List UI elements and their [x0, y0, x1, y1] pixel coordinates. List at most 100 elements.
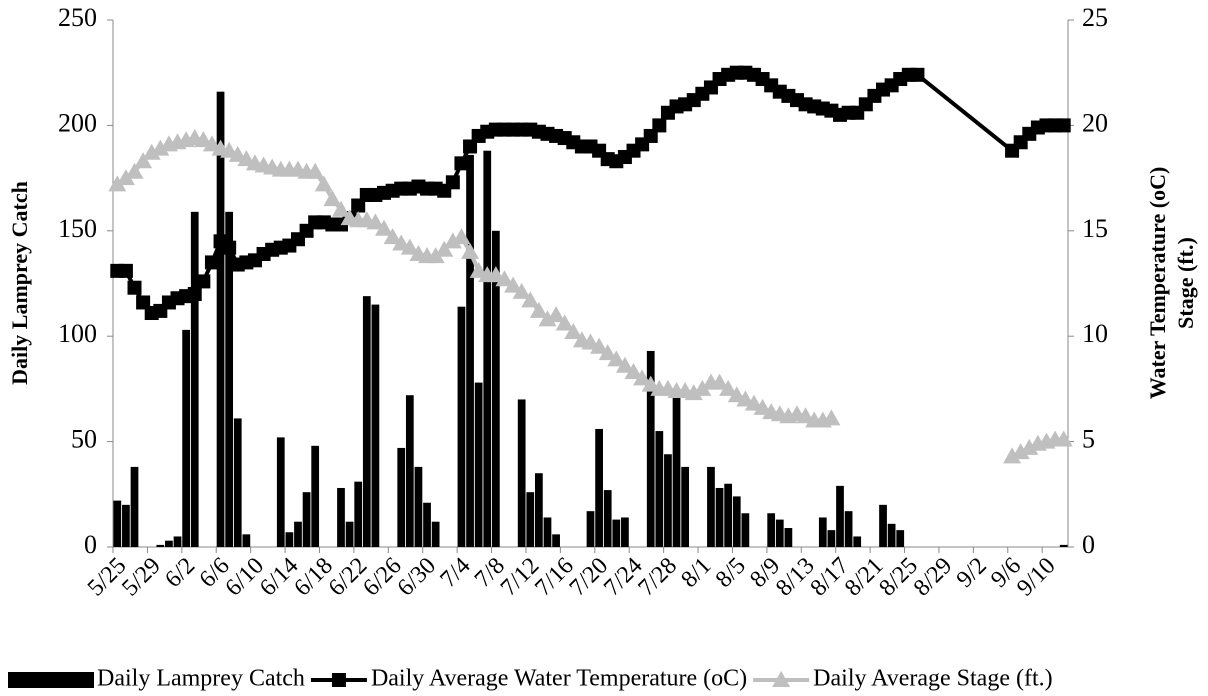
marker — [643, 128, 658, 143]
bar — [612, 519, 621, 547]
marker — [323, 190, 342, 207]
x-tick-label: 9/2 — [952, 553, 992, 593]
bar — [423, 502, 431, 547]
bar — [156, 544, 165, 547]
bar — [466, 154, 474, 548]
y-tick-label: 150 — [58, 214, 97, 243]
bar — [552, 534, 560, 547]
marker — [1020, 438, 1039, 455]
marker — [426, 247, 445, 264]
bar — [543, 517, 552, 547]
marker — [375, 219, 394, 236]
bar — [586, 511, 595, 547]
bar — [724, 483, 733, 547]
x-tick-label: 7/4 — [436, 553, 476, 593]
marker — [624, 363, 643, 380]
y2-tick-label: 20 — [1082, 108, 1108, 137]
bar — [431, 521, 440, 547]
bar — [285, 532, 294, 547]
bar — [354, 481, 363, 547]
marker — [445, 175, 460, 190]
marker — [187, 287, 202, 302]
bar — [879, 504, 887, 547]
marker — [383, 228, 402, 245]
marker — [495, 270, 514, 287]
marker — [1003, 447, 1022, 464]
marker — [607, 350, 626, 367]
marker — [351, 198, 366, 213]
bar — [225, 211, 234, 547]
bar — [896, 530, 905, 547]
marker — [204, 255, 219, 270]
marker — [504, 276, 523, 293]
x-tick-label: 7/28 — [634, 553, 683, 602]
marker — [127, 280, 142, 295]
x-tick-label: 6/30 — [393, 553, 442, 602]
bar — [122, 504, 130, 547]
marker — [1054, 430, 1073, 447]
y-tick-label: 50 — [71, 425, 97, 454]
y-tick-label: 0 — [84, 530, 97, 559]
x-tick-label: 8/1 — [676, 553, 716, 593]
bar — [853, 536, 862, 547]
marker — [452, 228, 471, 245]
bar — [715, 487, 724, 547]
bar — [405, 395, 414, 547]
y2-tick-label: 0 — [1082, 530, 1095, 559]
bar — [535, 473, 543, 547]
bar — [603, 490, 612, 547]
bar — [173, 536, 182, 547]
bar — [775, 519, 784, 547]
bar — [397, 447, 406, 547]
marker — [136, 295, 151, 310]
bar — [414, 466, 423, 547]
y-tick-label: 100 — [58, 319, 97, 348]
bar — [362, 296, 371, 547]
bar — [457, 306, 466, 547]
legend-marker — [772, 671, 791, 687]
bar — [491, 230, 500, 548]
bar — [337, 487, 345, 547]
line-series — [110, 65, 1071, 321]
marker — [652, 118, 667, 133]
legend-label: Daily Average Stage (ft.) — [813, 666, 1052, 692]
bar — [741, 513, 750, 547]
bar — [827, 530, 836, 547]
bar — [707, 466, 715, 547]
marker — [151, 139, 170, 156]
marker — [461, 242, 480, 259]
y2-axis-label: Water Temperature (oC) — [1145, 167, 1170, 400]
bar — [767, 513, 776, 547]
bar — [311, 445, 320, 547]
marker — [118, 263, 133, 278]
x-tick-label: 9/10 — [1012, 553, 1061, 602]
marker — [400, 238, 419, 255]
bar — [818, 517, 827, 547]
x-tick-label: 5/29 — [117, 553, 166, 602]
bar — [216, 91, 225, 547]
y2-tick-label: 10 — [1082, 319, 1108, 348]
marker — [454, 156, 469, 171]
marker — [331, 200, 350, 217]
x-tick-label: 6/2 — [160, 553, 200, 593]
bar — [113, 500, 122, 547]
marker — [443, 232, 462, 249]
bar — [294, 521, 302, 547]
marker — [710, 373, 729, 390]
marker — [366, 213, 385, 230]
bar — [474, 382, 483, 547]
bar — [483, 150, 492, 548]
marker — [222, 240, 237, 255]
marker — [134, 152, 153, 169]
y-axis-label: Daily Lamprey Catch — [7, 181, 32, 385]
marker — [108, 175, 127, 192]
bar — [165, 540, 173, 547]
marker — [684, 384, 703, 401]
marker — [142, 143, 161, 160]
marker — [529, 301, 548, 318]
bar — [242, 534, 251, 547]
y2-tick-label: 15 — [1082, 214, 1108, 243]
bar — [595, 428, 603, 547]
bar — [182, 329, 191, 547]
